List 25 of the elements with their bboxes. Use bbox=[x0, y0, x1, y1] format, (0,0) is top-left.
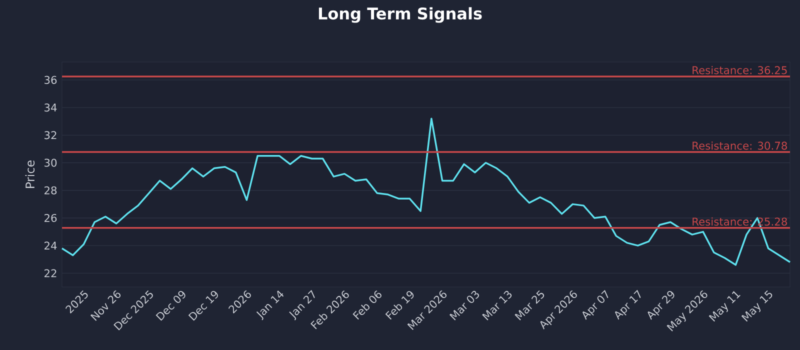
y-tick-label: 22 bbox=[44, 269, 56, 278]
x-tick-label: Apr 07 bbox=[582, 290, 608, 320]
x-tick-label: Mar 03 bbox=[449, 290, 480, 320]
y-tick-label: 34 bbox=[44, 104, 57, 112]
ref-line-label: Resistance: 30.78 bbox=[692, 141, 787, 150]
y-tick-label: 36 bbox=[44, 76, 57, 84]
x-tick-label: Jan 14 bbox=[256, 290, 284, 320]
x-tick-label: Dec 09 bbox=[156, 290, 186, 321]
x-tick-label: Feb 06 bbox=[352, 290, 382, 320]
x-tick-label: Dec 19 bbox=[188, 290, 218, 321]
y-tick-label: 24 bbox=[44, 242, 57, 250]
x-tick-label: Apr 17 bbox=[614, 290, 641, 320]
x-tick-label: Mar 13 bbox=[482, 290, 512, 320]
y-tick-label: 30 bbox=[44, 158, 57, 167]
y-axis-title: Price bbox=[25, 160, 35, 188]
x-tick-label: Nov 26 bbox=[90, 290, 121, 321]
chart-title: Long Term Signals bbox=[318, 7, 482, 23]
x-tick-label: Mar 25 bbox=[514, 290, 544, 320]
y-tick-label: 28 bbox=[44, 186, 57, 194]
x-tick-label: Jan 27 bbox=[289, 290, 315, 320]
y-tick-label: 32 bbox=[44, 131, 56, 140]
x-tick-label: Feb 19 bbox=[385, 291, 414, 320]
x-tick-label: Apr 29 bbox=[648, 290, 674, 320]
ref-line-label: Resistance: 36.25 bbox=[692, 66, 787, 74]
y-tick-label: 26 bbox=[44, 214, 57, 222]
